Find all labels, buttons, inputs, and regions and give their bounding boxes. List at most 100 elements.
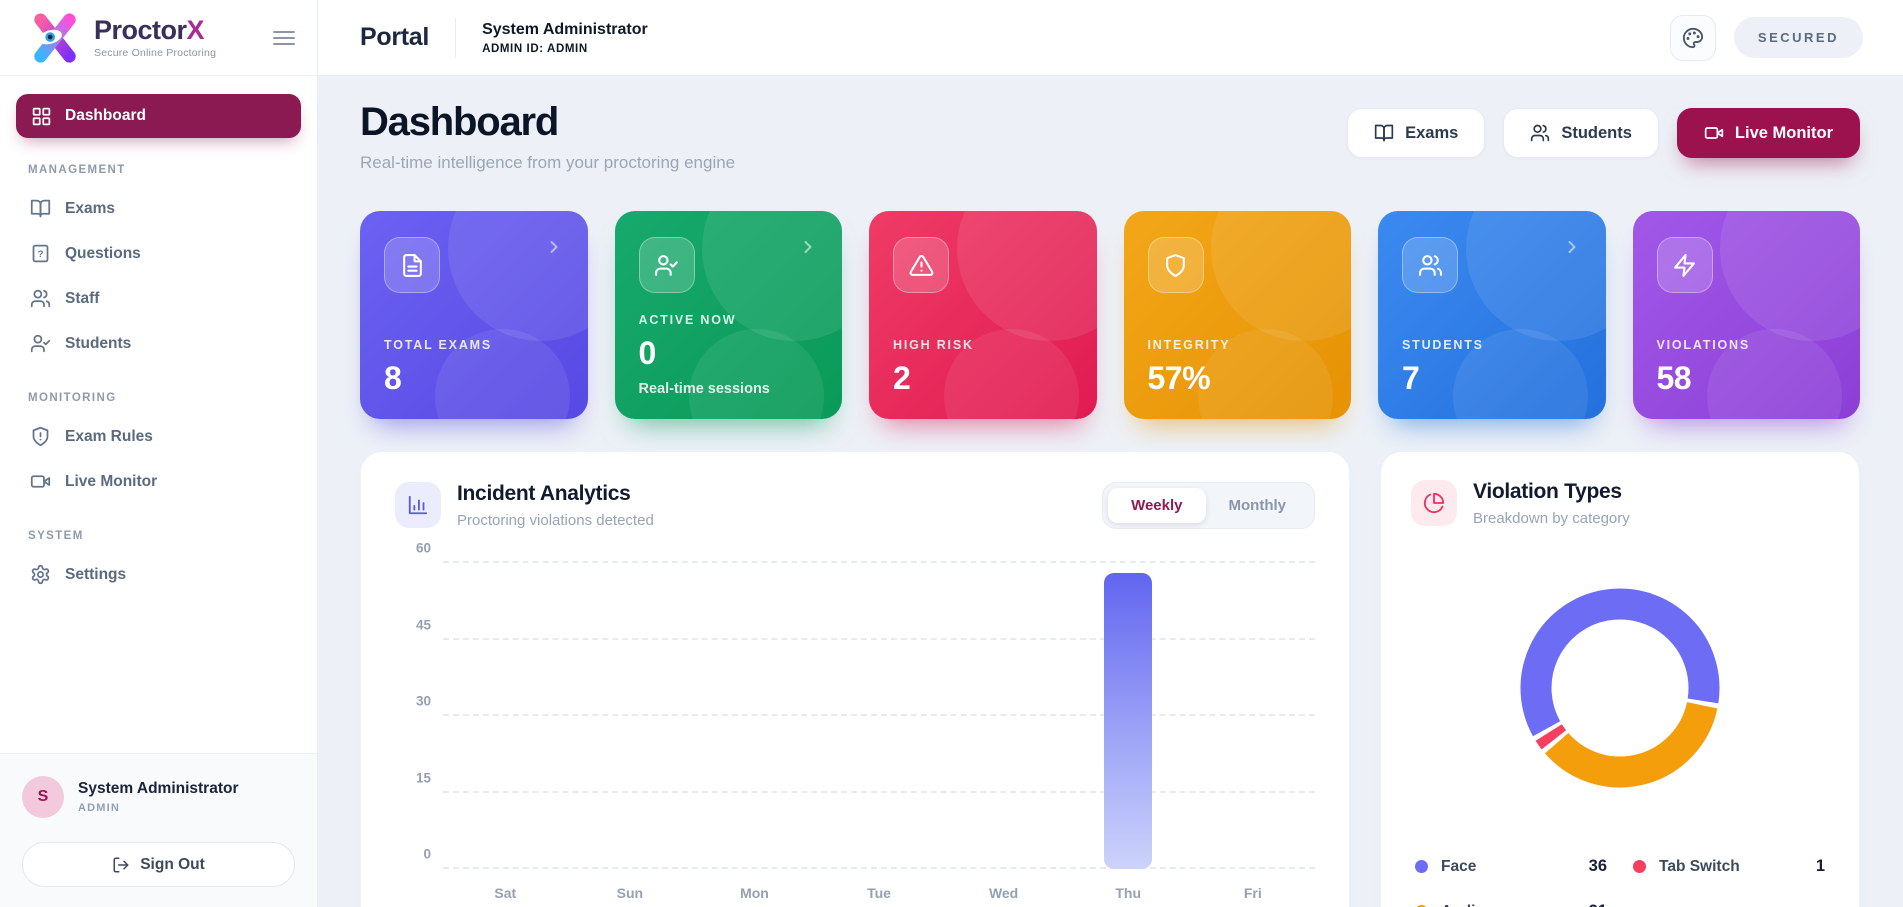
shield-alert-icon bbox=[32, 426, 49, 447]
user-name: System Administrator bbox=[78, 780, 239, 797]
users-icon bbox=[1418, 254, 1442, 276]
menu-icon[interactable] bbox=[273, 27, 295, 49]
svg-text:?: ? bbox=[38, 249, 44, 260]
file-text-icon bbox=[402, 253, 422, 277]
y-axis-tick-label: 0 bbox=[423, 846, 431, 862]
sidebar-item-questions[interactable]: ? Questions bbox=[16, 231, 301, 276]
sign-out-button[interactable]: Sign Out bbox=[22, 842, 295, 887]
stat-label: TOTAL EXAMS bbox=[384, 338, 493, 352]
stat-sublabel: Real-time sessions bbox=[638, 381, 770, 397]
bar-column bbox=[568, 563, 693, 869]
x-axis-tick-label: Fri bbox=[1243, 885, 1262, 901]
exams-button-label: Exams bbox=[1405, 123, 1459, 142]
stat-card-violations[interactable]: VIOLATIONS 58 bbox=[1632, 211, 1860, 419]
sidebar-item-label: Exams bbox=[65, 199, 115, 217]
stat-card-students[interactable]: STUDENTS 7 bbox=[1378, 211, 1606, 419]
bar-chart-icon bbox=[395, 482, 441, 528]
book-open-icon bbox=[1374, 124, 1394, 142]
sidebar-item-label: Dashboard bbox=[65, 107, 146, 124]
sidebar-item-exams[interactable]: Exams bbox=[16, 186, 301, 231]
sidebar-item-settings[interactable]: Settings bbox=[16, 552, 301, 597]
legend-item-audio[interactable]: Audio 21 bbox=[1415, 902, 1607, 907]
donut-segment-face[interactable] bbox=[1520, 588, 1720, 737]
x-axis-labels: Sat Sun Mon Tue Wed Thu Fri bbox=[443, 885, 1315, 901]
bar-column bbox=[817, 563, 942, 869]
user-check-icon bbox=[30, 334, 51, 353]
stat-card-integrity[interactable]: INTEGRITY 57% bbox=[1123, 211, 1351, 419]
stat-value: 0 bbox=[638, 335, 657, 371]
secured-badge: SECURED bbox=[1733, 17, 1863, 58]
page-title: Dashboard bbox=[360, 100, 559, 144]
sidebar-nav: Dashboard MANAGEMENT Exams ? Questions S… bbox=[0, 76, 317, 753]
sidebar-item-dashboard[interactable]: Dashboard bbox=[16, 94, 301, 138]
x-axis-tick-label: Sat bbox=[494, 885, 517, 901]
live-monitor-button[interactable]: Live Monitor bbox=[1676, 108, 1860, 158]
brand-name: ProctorX bbox=[94, 14, 205, 45]
legend-label: Face bbox=[1441, 857, 1477, 875]
bar-column bbox=[941, 563, 1066, 869]
decorative-circle bbox=[1465, 211, 1606, 341]
stat-card-active-now[interactable]: ACTIVE NOW 0 Real-time sessions bbox=[614, 211, 842, 419]
legend-label: Tab Switch bbox=[1659, 857, 1740, 875]
stats-row: TOTAL EXAMS 8 ACTIVE NOW 0 Real-time ses… bbox=[360, 211, 1860, 419]
decorative-circle bbox=[447, 211, 588, 341]
legend-item-tab-switch[interactable]: Tab Switch 1 bbox=[1633, 857, 1825, 876]
sidebar: ProctorX Secure Online Proctoring Dashbo… bbox=[0, 0, 318, 907]
page-subtitle: Real-time intelligence from your proctor… bbox=[360, 153, 736, 172]
bar-column bbox=[443, 563, 568, 869]
users-icon bbox=[30, 289, 51, 308]
legend-dot bbox=[1633, 860, 1646, 873]
logout-icon bbox=[113, 857, 129, 872]
stat-label: ACTIVE NOW bbox=[638, 313, 737, 327]
sidebar-item-label: Students bbox=[65, 334, 132, 352]
admin-name: System Administrator bbox=[482, 20, 648, 38]
theme-button[interactable] bbox=[1669, 14, 1716, 61]
x-axis-tick-label: Tue bbox=[867, 885, 891, 901]
stat-icon-box bbox=[1402, 237, 1458, 293]
sidebar-item-exam-rules[interactable]: Exam Rules bbox=[16, 414, 301, 459]
panel-title: Incident Analytics bbox=[457, 482, 631, 505]
sidebar-item-staff[interactable]: Staff bbox=[16, 276, 301, 321]
zap-icon bbox=[1674, 253, 1695, 277]
user-role: ADMIN bbox=[78, 802, 121, 814]
sidebar-item-students[interactable]: Live Monitor Students bbox=[16, 321, 301, 366]
toggle-weekly[interactable]: Weekly bbox=[1108, 488, 1206, 523]
donut-segment-audio[interactable] bbox=[1544, 701, 1718, 788]
sidebar-item-live-monitor[interactable]: Live Monitor bbox=[16, 459, 301, 504]
students-button-label: Students bbox=[1561, 123, 1632, 142]
book-open-icon bbox=[30, 199, 51, 218]
chevron-right-icon bbox=[798, 237, 818, 257]
bar[interactable] bbox=[1104, 573, 1153, 869]
violation-types-panel: Violation Types Breakdown by category Fa… bbox=[1380, 451, 1860, 907]
sidebar-section-system: SYSTEM bbox=[28, 530, 84, 542]
decorative-circle bbox=[956, 211, 1097, 341]
video-camera-icon bbox=[30, 475, 51, 488]
panel-title: Violation Types bbox=[1473, 480, 1622, 503]
chevron-right-icon bbox=[544, 237, 564, 257]
charts-row: Incident Analytics Proctoring violations… bbox=[360, 451, 1860, 907]
donut-segment-tab-switch[interactable] bbox=[1535, 724, 1567, 750]
sidebar-header: ProctorX Secure Online Proctoring bbox=[0, 0, 317, 76]
alert-triangle-icon bbox=[909, 254, 933, 276]
stat-card-high-risk[interactable]: HIGH RISK 2 bbox=[869, 211, 1097, 419]
stat-card-total-exams[interactable]: TOTAL EXAMS 8 bbox=[360, 211, 588, 419]
stat-label: VIOLATIONS bbox=[1656, 338, 1750, 352]
decorative-circle bbox=[1720, 211, 1860, 341]
brand-tagline: Secure Online Proctoring bbox=[94, 46, 217, 59]
sidebar-item-label: Staff bbox=[65, 289, 100, 307]
legend-item-face[interactable]: Face 36 bbox=[1415, 857, 1607, 876]
portal-title: Portal bbox=[360, 23, 430, 51]
grid-line bbox=[443, 867, 1315, 869]
sidebar-section-monitoring: MONITORING bbox=[28, 392, 117, 404]
palette-icon bbox=[1682, 27, 1703, 48]
stat-icon-box bbox=[384, 237, 440, 293]
sign-out-label: Sign Out bbox=[140, 855, 205, 873]
stat-value: 57% bbox=[1147, 360, 1211, 396]
main-content: Dashboard Real-time intelligence from yo… bbox=[318, 76, 1903, 907]
users-icon bbox=[1531, 124, 1550, 142]
exams-button[interactable]: Exams bbox=[1347, 108, 1486, 158]
toggle-monthly[interactable]: Monthly bbox=[1206, 488, 1310, 523]
students-button[interactable]: Students bbox=[1503, 108, 1659, 158]
sidebar-section-management: MANAGEMENT bbox=[28, 164, 126, 176]
sidebar-item-label: Exam Rules bbox=[65, 427, 153, 445]
